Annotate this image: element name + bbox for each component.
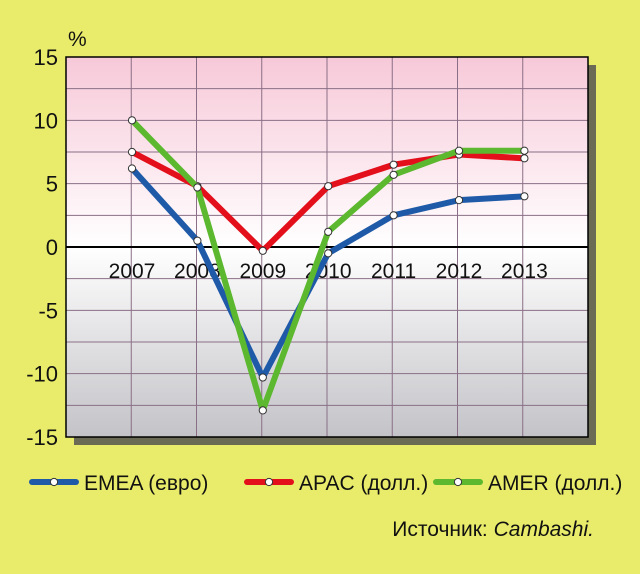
x-tick-label: 2013	[501, 260, 548, 283]
data-point	[389, 211, 398, 220]
series-group	[127, 164, 529, 382]
y-tick-label: -15	[26, 425, 58, 450]
data-point	[520, 146, 529, 155]
y-tick-label: 0	[46, 235, 58, 260]
data-point	[454, 146, 464, 155]
data-point	[127, 116, 137, 125]
legend-label: EMEA (евро)	[84, 472, 208, 495]
legend-marker	[264, 477, 274, 487]
y-axis-label: %	[68, 28, 87, 51]
data-point	[324, 227, 333, 236]
y-tick-label: 15	[34, 45, 58, 70]
source-prefix: Источник:	[392, 518, 494, 541]
x-tick-label: 2009	[239, 260, 286, 283]
plot-border	[65, 56, 589, 438]
legend-marker	[49, 477, 59, 487]
x-tick-label: 2007	[109, 260, 156, 283]
data-point	[258, 246, 267, 255]
data-point	[454, 196, 464, 205]
data-point	[520, 154, 529, 163]
y-tick-label: -5	[38, 298, 58, 323]
source-name: Cambashi.	[493, 518, 594, 541]
legend: EMEA (евро) APAC (долл.) AMER (долл.)	[29, 472, 622, 495]
legend-marker	[453, 477, 463, 487]
data-point	[127, 147, 137, 157]
data-point	[324, 182, 333, 191]
data-point	[389, 170, 398, 179]
data-point	[193, 236, 202, 245]
data-point	[324, 249, 333, 258]
x-tick-label: 2011	[371, 260, 416, 283]
data-point	[127, 164, 137, 173]
data-point	[193, 183, 202, 192]
y-tick-label: 5	[46, 172, 58, 197]
x-axis-ticks: 2007 2008 2009 2010 2011 2012 2013	[109, 260, 548, 283]
y-tick-label: -10	[26, 362, 58, 387]
x-tick-label: 2012	[436, 260, 483, 283]
legend-label: APAC (долл.)	[299, 472, 428, 495]
data-point	[258, 373, 267, 382]
data-point	[389, 160, 398, 169]
source-note: Источник: Cambashi.	[392, 518, 594, 542]
legend-label: AMER (долл.)	[488, 472, 622, 495]
series-group	[127, 116, 529, 415]
data-point	[520, 192, 529, 201]
y-axis-ticks: 15 10 5 0 -5 -10 -15	[26, 45, 58, 450]
series	[127, 116, 529, 415]
y-tick-label: 10	[34, 108, 58, 133]
data-point	[258, 406, 267, 415]
